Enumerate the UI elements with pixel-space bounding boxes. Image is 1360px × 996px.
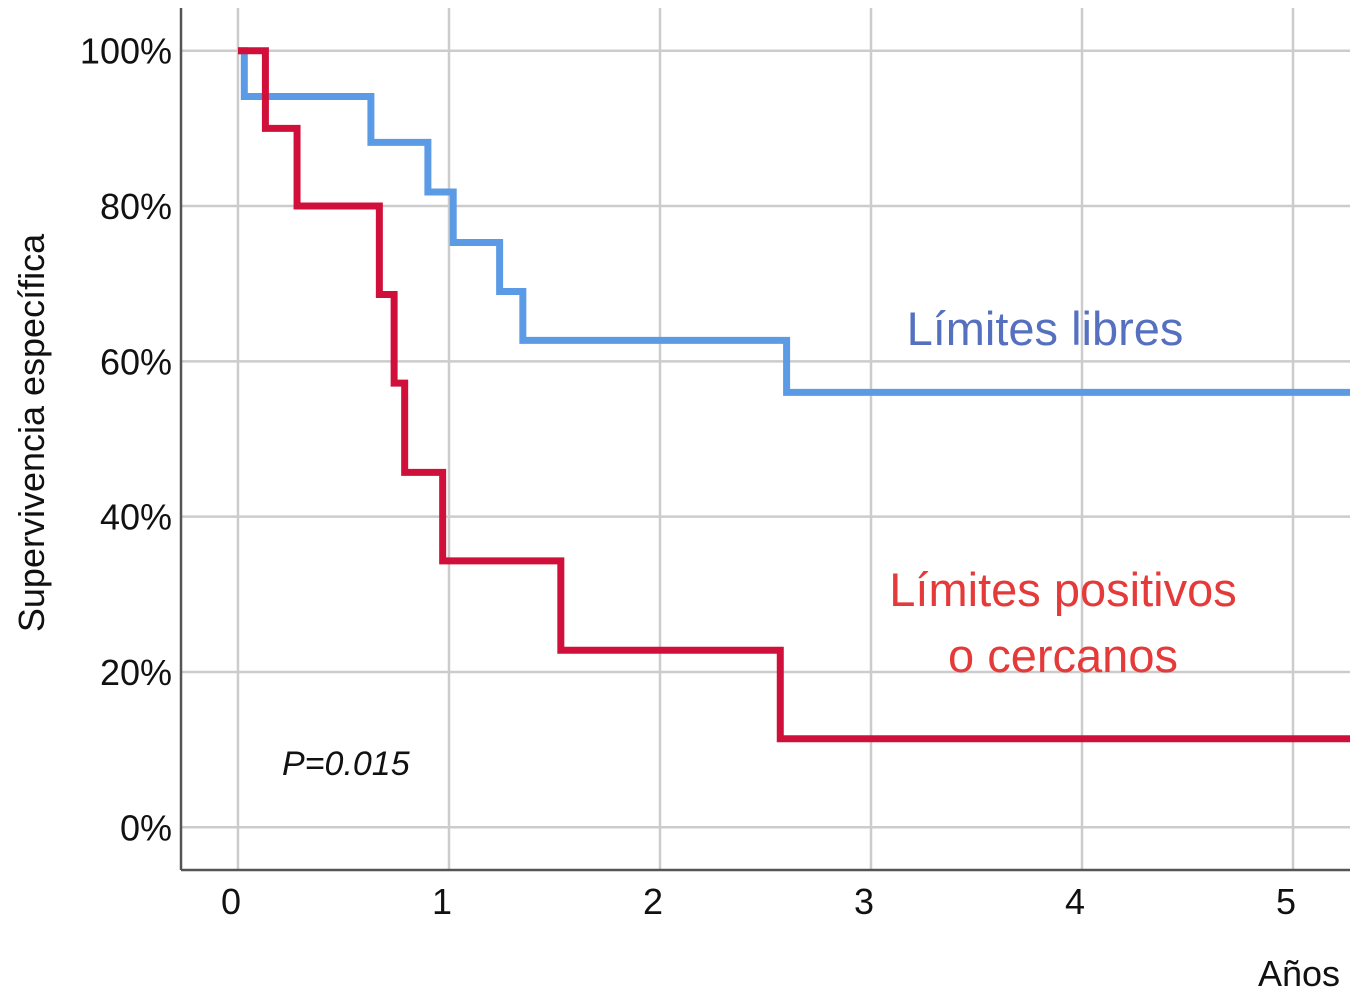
series-lines (237, 47, 1350, 743)
axes (179, 8, 1350, 872)
y-tick-label: 20% (100, 652, 172, 693)
x-tick-label: 1 (432, 881, 452, 922)
survival-curve-series-1 (237, 47, 1350, 396)
x-tick-label: 0 (221, 881, 241, 922)
tick-labels: 0 1 2 3 4 5 0% 20% 40% 60% 80% 100% (80, 31, 1296, 922)
y-tick-label: 100% (80, 31, 172, 72)
x-tick-label: 3 (854, 881, 874, 922)
series-label-limites-positivos-line2: o cercanos (948, 629, 1178, 682)
y-tick-label: 60% (100, 341, 172, 382)
x-tick-label: 4 (1065, 881, 1085, 922)
x-tick-label: 2 (643, 881, 663, 922)
x-axis-label: Años (1258, 953, 1340, 994)
series-label-limites-positivos-line1: Límites positivos (889, 563, 1236, 616)
x-tick-label: 5 (1276, 881, 1296, 922)
survival-curve-series-2 (237, 47, 1350, 743)
p-value-annotation: P=0.015 (282, 745, 410, 783)
y-tick-label: 40% (100, 497, 172, 538)
series-label-limites-libres: Límites libres (907, 302, 1184, 355)
y-axis-label: Supervivencia específica (11, 233, 52, 632)
y-tick-label: 80% (100, 186, 172, 227)
y-tick-label: 0% (120, 807, 172, 848)
